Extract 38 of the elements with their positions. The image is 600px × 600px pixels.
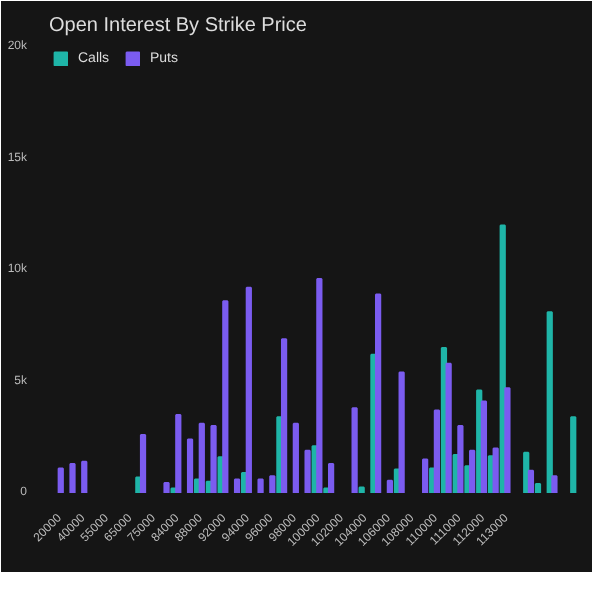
- bar: [81, 460, 88, 493]
- bar: [386, 479, 393, 493]
- bar: [175, 413, 182, 493]
- bar: [163, 481, 170, 493]
- bar: [280, 338, 288, 493]
- bar: [445, 362, 452, 493]
- bar: [269, 475, 276, 493]
- bar: [186, 438, 194, 493]
- bar: [245, 286, 252, 493]
- bar: [139, 434, 147, 493]
- bar: [375, 293, 382, 493]
- bar: [316, 277, 323, 493]
- bar: [57, 467, 64, 493]
- bar: [398, 371, 405, 493]
- bar: [469, 449, 476, 493]
- bar: [457, 425, 464, 493]
- bar: [546, 311, 553, 493]
- bar: [198, 422, 205, 493]
- bar: [327, 463, 335, 493]
- bar: [257, 478, 264, 493]
- chart-title: Open Interest By Strike Price: [49, 15, 308, 37]
- bar: [422, 458, 429, 493]
- bar: [304, 449, 311, 493]
- bar: [492, 447, 499, 493]
- bar: [504, 387, 511, 493]
- bar: [527, 469, 535, 493]
- bar: [233, 478, 241, 493]
- bar: [351, 407, 358, 493]
- bar: [570, 416, 577, 493]
- bar: [480, 400, 488, 493]
- bar: [433, 409, 441, 493]
- bar: [292, 422, 299, 493]
- bar: [222, 300, 229, 493]
- bar: [69, 463, 76, 493]
- bar: [210, 425, 217, 493]
- bar: [534, 483, 542, 493]
- bar: [551, 475, 558, 493]
- bar: [358, 486, 365, 493]
